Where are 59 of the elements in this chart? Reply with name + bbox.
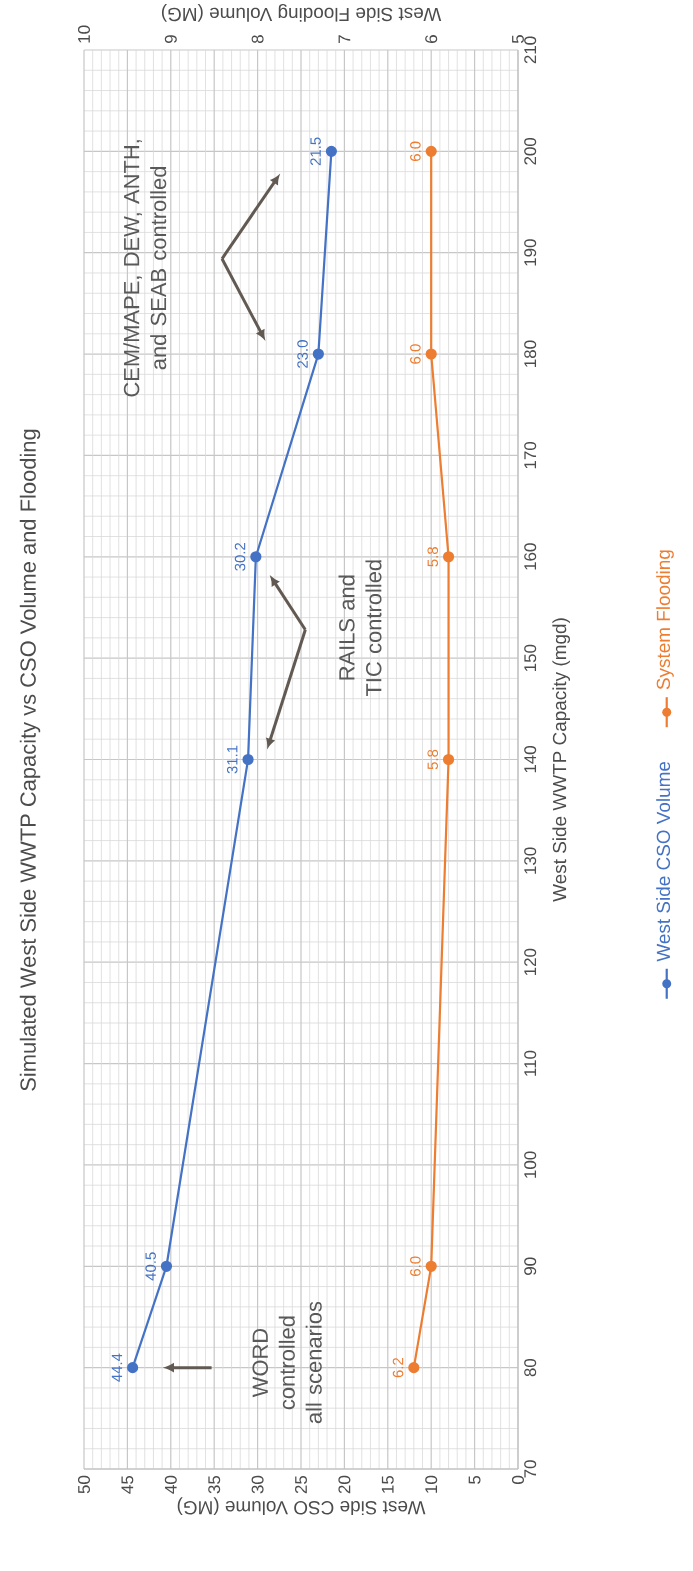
y-tick-label: 170 bbox=[524, 441, 537, 469]
point bbox=[160, 1260, 173, 1272]
x2-tick-label: 9 bbox=[164, 35, 177, 43]
point bbox=[325, 145, 337, 157]
x-tick-label: 30 bbox=[251, 1475, 264, 1494]
x2-tick-label: 8 bbox=[251, 35, 264, 44]
x-tick-label: 40 bbox=[164, 1475, 177, 1494]
x-tick-label: 0 bbox=[512, 1475, 524, 1484]
annotation: 40.5 bbox=[145, 1252, 156, 1281]
x-tick-label: 15 bbox=[381, 1475, 394, 1493]
point bbox=[127, 1362, 139, 1374]
x2-tick-label: 5 bbox=[512, 35, 524, 44]
x-tick-label: 20 bbox=[338, 1475, 351, 1494]
y-tick-label: 160 bbox=[524, 543, 537, 570]
annotation: 6.0 bbox=[410, 1256, 421, 1276]
annotation: WORD controlled all scenarios bbox=[252, 1301, 322, 1424]
annotation: 5.8 bbox=[427, 749, 439, 770]
y-tick-label: 180 bbox=[524, 340, 537, 367]
annotation: 23.0 bbox=[297, 340, 308, 368]
x-tick-label: 50 bbox=[78, 1475, 90, 1494]
y-tick-label: 150 bbox=[524, 644, 537, 671]
y-tick-label: 120 bbox=[524, 948, 537, 976]
x-tick-label: 45 bbox=[121, 1475, 134, 1494]
y-tick-label: 90 bbox=[524, 1257, 537, 1275]
text: West Side CSO Volume bbox=[656, 761, 671, 962]
annotation: 44.4 bbox=[111, 1353, 123, 1382]
x-tick-label: 10 bbox=[425, 1475, 438, 1493]
annotation: 6.2 bbox=[392, 1358, 404, 1378]
y-tick-label: 80 bbox=[524, 1358, 537, 1377]
x2-tick-label: 7 bbox=[338, 35, 351, 43]
annotation: 30.2 bbox=[234, 542, 246, 571]
x-tick-label: 25 bbox=[295, 1475, 307, 1494]
x-tick-label: 5 bbox=[468, 1475, 481, 1484]
annotation: CEM/MAPE, DEW, ANTH, and SEAB controlled bbox=[123, 140, 167, 397]
annotation: RAILS and TIC controlled bbox=[338, 560, 382, 697]
annotation: 5.8 bbox=[427, 547, 439, 567]
x2-tick-label: 10 bbox=[78, 25, 90, 43]
y-tick-label: 70 bbox=[524, 1460, 537, 1478]
annotation: 21.5 bbox=[310, 137, 321, 166]
y-tick-label: 140 bbox=[524, 746, 537, 773]
y-tick-label: 100 bbox=[524, 1151, 537, 1178]
x2-tick-label: 6 bbox=[425, 35, 438, 43]
x2-axis-title: West Side Flooding Volume (MG) bbox=[161, 3, 442, 22]
text: Simulated West Side WWTP Capacity vs CSO Volume and Flooding bbox=[19, 429, 41, 1091]
y-tick-label: 130 bbox=[524, 847, 537, 874]
y-tick-label: 210 bbox=[524, 36, 537, 64]
y-tick-label: 110 bbox=[524, 1050, 537, 1076]
text: System Flooding bbox=[656, 550, 674, 690]
y-axis-title: West Side WWTP Capacity (mgd) bbox=[552, 618, 570, 902]
point bbox=[312, 348, 324, 360]
y-tick-label: 190 bbox=[524, 239, 537, 266]
annotation: 6.0 bbox=[410, 344, 421, 364]
x-tick-label: 35 bbox=[208, 1475, 221, 1494]
annotation: 31.1 bbox=[226, 745, 238, 774]
point bbox=[250, 551, 262, 563]
annotation: 6.0 bbox=[410, 141, 421, 161]
point bbox=[242, 753, 254, 766]
y-tick-label: 200 bbox=[524, 137, 537, 165]
x-axis-title: West Side CSO Volume (MG) bbox=[177, 1497, 426, 1515]
